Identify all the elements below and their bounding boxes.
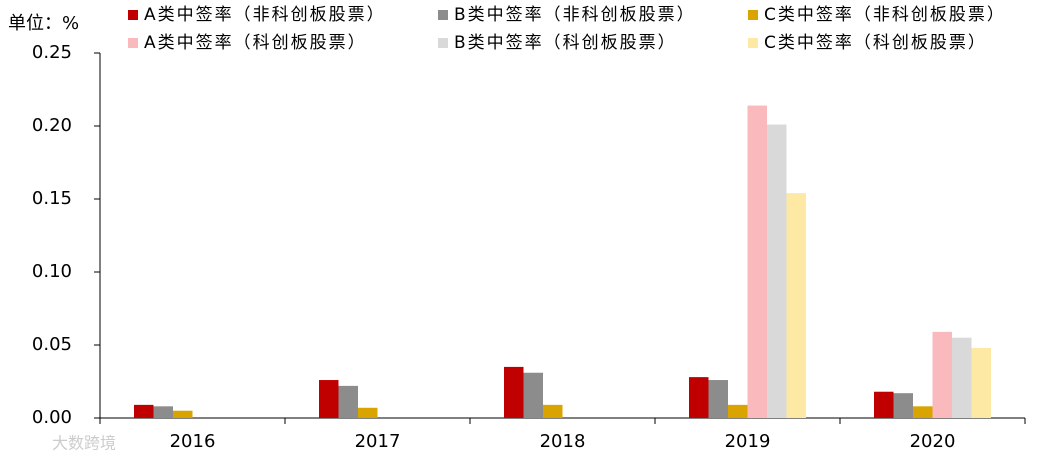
bar <box>767 124 787 418</box>
bar <box>543 404 563 418</box>
bar <box>504 366 524 418</box>
bar <box>874 391 894 418</box>
legend-swatch <box>128 38 138 48</box>
bar <box>319 380 339 418</box>
bar <box>932 331 952 418</box>
bar <box>134 404 154 418</box>
x-tick-label: 2019 <box>725 431 771 452</box>
bar <box>173 410 193 418</box>
legend-label: A类中签率（科创板股票） <box>144 33 367 53</box>
legend-swatch <box>438 38 448 48</box>
legend-label: B类中签率（非科创板股票） <box>454 5 696 25</box>
x-tick-label: 2018 <box>540 431 586 452</box>
y-tick-label: 0.25 <box>32 42 72 63</box>
y-tick-label: 0.10 <box>32 261 72 282</box>
legend-label: C类中签率（非科创板股票） <box>764 5 1006 25</box>
x-tick-label: 2017 <box>355 431 401 452</box>
unit-label: 单位：% <box>8 13 79 34</box>
legend-swatch <box>748 38 758 48</box>
x-tick-label: 2016 <box>170 431 216 452</box>
y-tick-label: 0.05 <box>32 334 72 355</box>
bar <box>971 347 991 418</box>
bar <box>952 337 972 418</box>
bar <box>523 372 543 418</box>
legend-label: A类中签率（非科创板股票） <box>144 5 386 25</box>
legend-swatch <box>128 10 138 20</box>
bar <box>786 193 806 418</box>
bar <box>728 404 748 418</box>
bar <box>358 407 378 418</box>
legend-label: B类中签率（科创板股票） <box>454 33 677 53</box>
legend-swatch <box>438 10 448 20</box>
watermark: 大数跨境 <box>52 434 116 453</box>
bar <box>689 377 709 418</box>
bar <box>747 105 767 418</box>
y-tick-label: 0.15 <box>32 188 72 209</box>
legend-label: C类中签率（科创板股票） <box>764 33 987 53</box>
legend-swatch <box>748 10 758 20</box>
bar <box>708 380 728 418</box>
bar <box>893 393 913 418</box>
y-tick-label: 0.20 <box>32 115 72 136</box>
bar <box>153 406 173 418</box>
bar <box>338 385 358 418</box>
y-tick-label: 0.00 <box>32 407 72 428</box>
bar <box>913 406 933 418</box>
x-tick-label: 2020 <box>910 431 956 452</box>
